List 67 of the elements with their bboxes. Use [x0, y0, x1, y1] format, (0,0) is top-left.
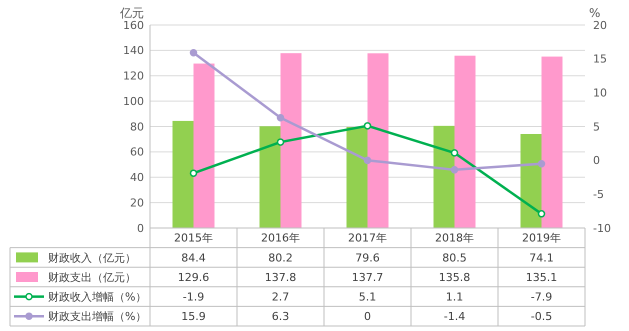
- data-label: 84.4: [181, 251, 206, 264]
- y2-tick-label: 0: [593, 154, 600, 168]
- legend-label: 财政支出增幅（%）: [48, 310, 146, 324]
- bar: [434, 126, 454, 228]
- y2-tick-label: 15: [593, 52, 607, 66]
- y-tick-label: 160: [123, 18, 144, 32]
- data-label: 15.9: [181, 310, 206, 324]
- y-tick-label: 60: [130, 146, 144, 159]
- y2-tick-label: 10: [593, 86, 607, 100]
- bar: [172, 120, 194, 228]
- data-label: -1.4: [444, 310, 466, 324]
- bar: [280, 53, 302, 228]
- y2-tick-label: -5: [593, 188, 604, 202]
- legend-label: 财政收入（亿元）: [48, 251, 136, 264]
- data-label: 79.6: [355, 251, 380, 264]
- data-label: 80.2: [268, 251, 293, 264]
- data-label: 0: [364, 310, 371, 324]
- legend-label: 财政支出（亿元）: [48, 270, 136, 284]
- y-tick-label: 20: [130, 196, 144, 210]
- data-label: 135.8: [438, 270, 470, 284]
- x-tick-label: 2019年: [522, 232, 561, 245]
- x-tick-label: 2016年: [261, 232, 300, 245]
- bar: [194, 64, 214, 228]
- x-tick-label: 2017年: [348, 232, 387, 245]
- bar: [368, 53, 388, 228]
- y-tick-label: 140: [123, 44, 144, 58]
- bar: [260, 126, 280, 228]
- point: [538, 210, 546, 218]
- legend-label: 财政收入增幅（%）: [48, 290, 146, 304]
- data-label: 74.1: [529, 251, 554, 264]
- data-label: -7.9: [530, 290, 552, 304]
- y-tick-label: 80: [130, 120, 144, 134]
- data-label: 80.5: [442, 251, 467, 264]
- point: [276, 114, 284, 122]
- y-axis-title: 亿元: [119, 6, 144, 20]
- point: [364, 122, 372, 130]
- y2-tick-label: -10: [593, 222, 611, 235]
- data-label: 5.1: [358, 290, 376, 304]
- data-label: 137.7: [352, 270, 384, 284]
- bar: [346, 127, 368, 228]
- y2-tick-label: 5: [593, 120, 600, 134]
- point: [190, 169, 198, 177]
- y2-axis-title: %: [589, 6, 600, 20]
- point: [450, 149, 458, 157]
- data-label: -0.5: [530, 310, 552, 324]
- x-tick-label: 2015年: [174, 232, 213, 245]
- data-label: -1.9: [182, 290, 204, 304]
- y-tick-label: 120: [123, 70, 144, 83]
- y-tick-label: 100: [123, 94, 144, 108]
- data-label: 2.7: [272, 290, 290, 304]
- bar: [520, 134, 542, 228]
- point: [276, 138, 284, 146]
- data-label: 129.6: [178, 270, 210, 284]
- point: [538, 160, 546, 168]
- bar: [454, 56, 476, 228]
- data-label: 135.1: [526, 270, 558, 284]
- point: [364, 156, 372, 164]
- point: [450, 166, 458, 174]
- point: [190, 48, 198, 56]
- bar: [542, 56, 562, 228]
- data-label: 6.3: [272, 310, 290, 324]
- data-label: 137.8: [264, 270, 296, 284]
- x-tick-label: 2018年: [435, 232, 474, 245]
- y-tick-label: 0: [137, 222, 144, 235]
- y-tick-label: 40: [130, 171, 144, 184]
- y2-tick-label: 20: [593, 18, 607, 32]
- data-label: 1.1: [446, 290, 464, 304]
